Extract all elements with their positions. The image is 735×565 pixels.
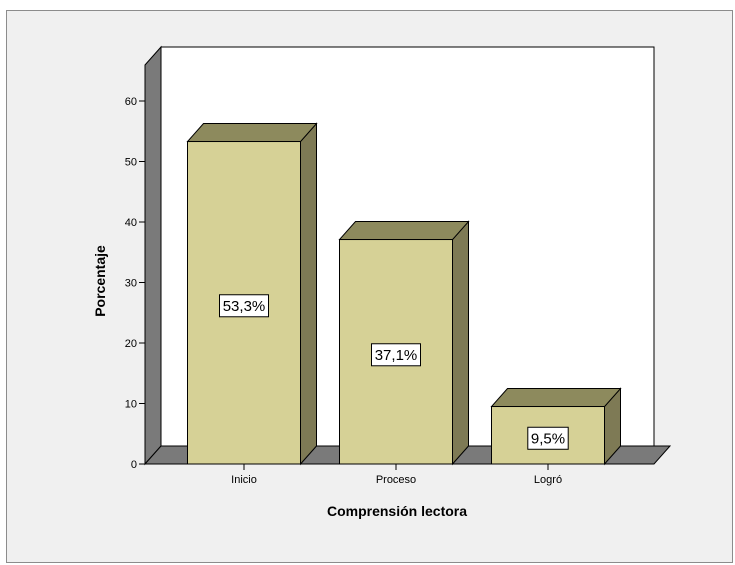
y-tick-label: 40 [125, 217, 137, 229]
bars: 53,3% 37,1% 9,5% [186, 122, 622, 466]
bar-top [338, 221, 470, 241]
data-label-box [371, 343, 421, 367]
x-axis-title: Comprensión lectora [327, 503, 467, 519]
y-tick-label: 60 [125, 96, 137, 108]
data-label-box [527, 426, 569, 450]
x-tick-label: Proceso [376, 474, 416, 486]
bar-logró: 9,5% [490, 387, 622, 466]
data-label: 37,1% [375, 347, 418, 364]
bar-side [452, 220, 469, 466]
bar-proceso: 37,1% [338, 220, 470, 466]
bar-side [300, 122, 317, 466]
bar-inicio: 53,3% [186, 122, 318, 466]
chart-frame: 53,3% 37,1% 9,5% 0 10 20 30 40 50 60 Inicio Proce… [6, 10, 733, 563]
bar-top [186, 123, 318, 143]
side-wall [144, 45, 162, 466]
y-axis: 0 10 20 30 40 50 60 [125, 96, 145, 471]
y-tick-label: 30 [125, 278, 137, 290]
data-label: 53,3% [223, 298, 266, 315]
y-tick-label: 20 [125, 338, 137, 350]
y-tick-label: 0 [131, 459, 137, 471]
x-tick-label: Inicio [231, 474, 257, 486]
data-label: 9,5% [531, 430, 565, 447]
data-label-box [219, 294, 269, 318]
y-tick-label: 10 [125, 399, 137, 411]
y-axis-title: Porcentaje [92, 245, 108, 317]
bar-top [490, 388, 622, 408]
bar-chart: 53,3% 37,1% 9,5% 0 10 20 30 40 50 60 Inicio Proce… [92, 45, 672, 519]
x-axis: Inicio Proceso Logró [231, 464, 562, 486]
x-tick-label: Logró [534, 474, 562, 486]
y-tick-label: 50 [125, 157, 137, 169]
